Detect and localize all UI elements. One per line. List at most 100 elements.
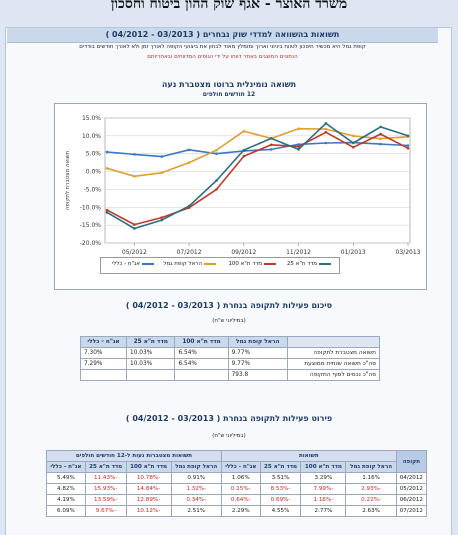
table-cell: 10.03% bbox=[126, 347, 176, 359]
y-tick-label: 0.0% bbox=[86, 169, 102, 176]
detail-group-row: תקופה תשואות תשואות מצטברות נעות ל-12 חו… bbox=[46, 450, 428, 473]
summary-date-range: ( 03/2013 - 04/2012 ) bbox=[125, 301, 221, 310]
table-cell bbox=[79, 369, 128, 381]
table-cell: -11.43% bbox=[84, 472, 127, 484]
cumulative-group-header: תשואות מצטברות נעות ל-12 חודשים חולפים bbox=[46, 450, 222, 462]
page-date-range: ( 03/2013 - 04/2012 ) bbox=[105, 30, 201, 39]
data-point bbox=[215, 152, 218, 156]
page-title: תשואות בהשוואה למדדי שוק נבחרים bbox=[202, 30, 340, 39]
data-point bbox=[160, 216, 164, 219]
table-cell: 4.82% bbox=[46, 483, 86, 495]
disclaimer-note: קופת גמל היא מכשיר חיסכון לטווח ביניוני … bbox=[79, 44, 366, 50]
data-point bbox=[133, 174, 136, 178]
summary-title: סיכום פעילות לתקופה בנחרת ( 03/2013 - 04… bbox=[0, 301, 458, 310]
data-point bbox=[297, 143, 300, 146]
data-point bbox=[379, 137, 382, 141]
y-axis-title: תשואה מצטברת לתקופה bbox=[64, 150, 71, 210]
table-cell bbox=[126, 369, 176, 381]
data-point bbox=[133, 153, 136, 156]
table-cell: 5.49% bbox=[46, 472, 86, 484]
chart-title: תשואה נומינלית ברוטו מצטברת נעה bbox=[161, 80, 297, 89]
data-point bbox=[379, 125, 382, 129]
table-cell: -10.12% bbox=[125, 505, 172, 517]
table-cell: -8.53% bbox=[259, 483, 302, 495]
row-label: תשואה מצטברת לתקופה bbox=[286, 347, 381, 359]
table-cell: -10.78% bbox=[125, 472, 172, 484]
table-row: תשואה מצטברת לתקופה 9.77% 6.54% 10.03% 7… bbox=[79, 347, 381, 359]
y-tick-label: 15.0% bbox=[82, 115, 101, 122]
table-cell: -0.15% bbox=[220, 483, 261, 495]
data-point bbox=[105, 167, 109, 170]
table-cell: -13.59% bbox=[84, 494, 127, 506]
detail-title: פירוט פעילות לתקופה בנחרת ( 03/2013 - 04… bbox=[0, 414, 458, 423]
data-point bbox=[379, 132, 382, 136]
data-point bbox=[406, 134, 410, 138]
y-tick-label: -20.0% bbox=[80, 240, 102, 247]
table-cell: 4.55% bbox=[259, 505, 302, 517]
y-tick-label: 5.0% bbox=[86, 151, 102, 158]
period-cell: 04/2012 bbox=[395, 472, 428, 484]
returns-group-header: תשואות bbox=[220, 450, 397, 462]
data-point bbox=[406, 144, 410, 147]
data-point bbox=[133, 223, 136, 226]
table-cell: 2.51% bbox=[170, 505, 222, 517]
table-cell: 3.51% bbox=[259, 472, 302, 484]
detail-col-header: מדד ת"א 100 bbox=[300, 461, 347, 473]
table-cell: 9.77% bbox=[227, 358, 288, 370]
period-cell: 07/2012 bbox=[395, 505, 428, 517]
table-row: 05/2012 -2.93% -7.99% -8.53% -0.15% -1.32% -14… bbox=[46, 483, 428, 495]
table-cell: 7.30% bbox=[79, 347, 128, 359]
table-cell: -9.67% bbox=[84, 505, 127, 517]
data-point bbox=[297, 127, 300, 131]
y-tick-label: -5.0% bbox=[84, 186, 102, 193]
x-tick-label: 09/2012 bbox=[231, 249, 256, 256]
table-cell: 10.03% bbox=[126, 358, 176, 370]
table-cell: -2.93% bbox=[345, 483, 397, 495]
data-point bbox=[351, 145, 355, 149]
table-cell: -1.16% bbox=[300, 494, 347, 506]
data-point bbox=[187, 148, 191, 152]
legend-swatch bbox=[319, 262, 331, 265]
legend-item-ta25: מדד ת"א 25 bbox=[287, 261, 331, 267]
detail-col-header: מדד ת"א 100 bbox=[125, 461, 172, 473]
summary-col-header: הראל קופת גמל bbox=[227, 336, 288, 348]
data-point bbox=[379, 142, 382, 146]
data-point bbox=[242, 129, 246, 133]
data-point bbox=[160, 218, 164, 222]
legend-swatch bbox=[204, 262, 216, 265]
table-row: 06/2012 -0.22% -1.16% -0.69% -0.64% -0.34% -12… bbox=[46, 494, 428, 506]
data-point bbox=[269, 137, 273, 140]
detail-col-header: אג"ח - כללי bbox=[220, 461, 261, 473]
y-tick-label: 10.0% bbox=[82, 133, 101, 140]
table-cell: 3.29% bbox=[300, 472, 347, 484]
table-cell: 2.77% bbox=[300, 505, 347, 517]
data-point bbox=[269, 143, 273, 147]
legend-label: אג"ח - כללי bbox=[112, 261, 140, 267]
table-cell: 2.63% bbox=[345, 505, 397, 517]
legend-label: הראל קופת גמל bbox=[163, 261, 202, 267]
chart-svg: 15.0% 10.0% 5.0% 0.0% -5.0% -10.0% -15.0% -20.0… bbox=[64, 115, 421, 267]
table-cell: 2.29% bbox=[220, 505, 261, 517]
data-point bbox=[324, 130, 328, 134]
table-cell: -12.89% bbox=[125, 494, 172, 506]
series-line-1 bbox=[106, 127, 409, 178]
series-line-3 bbox=[106, 122, 409, 230]
series-line-2 bbox=[106, 131, 409, 226]
table-cell: 1.06% bbox=[220, 472, 261, 484]
summary-title-text: סיכום פעילות לתקופה בנחרת bbox=[223, 301, 333, 310]
legend-item-ta100: מדד ת"א 100 bbox=[228, 261, 276, 267]
table-row: סה"כ תשואה שנתית ממוצעת 9.77% 6.54% 10.0… bbox=[79, 358, 381, 370]
data-point bbox=[324, 122, 328, 125]
table-cell: -0.64% bbox=[220, 494, 261, 506]
data-point bbox=[351, 134, 355, 138]
summary-table: הראל קופת גמל מדד ת"א 100 מדד ת"א 25 אג"… bbox=[79, 336, 381, 381]
detail-col-header: מדד ת"א 25 bbox=[84, 461, 127, 473]
ministry-title: משרד האוצר - אגף שוק ההון ביטוח וחסכון bbox=[110, 0, 348, 12]
data-point bbox=[324, 141, 328, 145]
summary-col-header: מדד ת"א 25 bbox=[126, 336, 176, 348]
legend-swatch bbox=[142, 262, 154, 265]
data-point bbox=[269, 148, 273, 151]
y-tick-label: -15.0% bbox=[80, 222, 102, 229]
table-cell bbox=[174, 369, 229, 381]
